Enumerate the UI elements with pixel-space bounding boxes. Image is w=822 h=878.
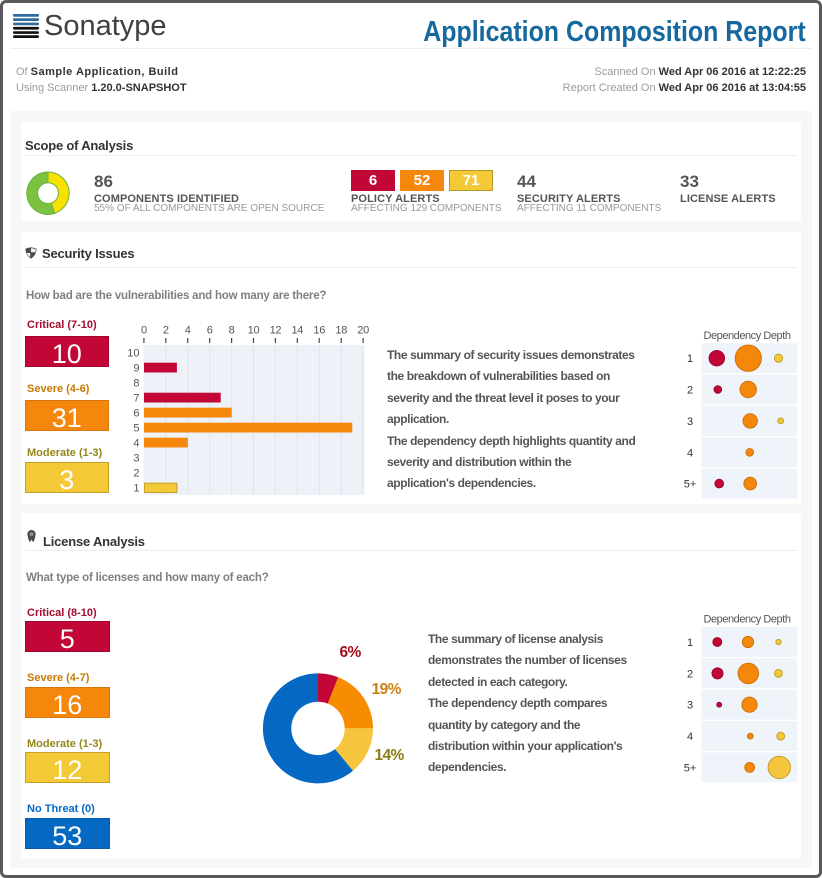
svg-text:4: 4 <box>185 325 191 337</box>
svg-text:18: 18 <box>335 325 347 337</box>
svg-text:10: 10 <box>127 347 139 359</box>
svg-text:12: 12 <box>270 325 282 337</box>
svg-text:2: 2 <box>687 668 693 680</box>
svg-text:4: 4 <box>687 447 693 459</box>
svg-text:16: 16 <box>313 325 325 337</box>
svg-text:2: 2 <box>163 325 169 337</box>
svg-text:3: 3 <box>687 700 693 712</box>
svg-text:9: 9 <box>133 362 139 374</box>
svg-text:14: 14 <box>291 325 303 337</box>
svg-text:0: 0 <box>141 325 147 337</box>
svg-text:3: 3 <box>133 452 139 464</box>
svg-text:1: 1 <box>133 482 139 494</box>
svg-text:4: 4 <box>133 437 139 449</box>
svg-text:5: 5 <box>133 422 139 434</box>
svg-text:1: 1 <box>687 353 693 365</box>
svg-text:2: 2 <box>687 385 693 397</box>
svg-text:10: 10 <box>248 325 260 337</box>
svg-text:8: 8 <box>133 377 139 389</box>
svg-text:5+: 5+ <box>684 762 697 774</box>
svg-text:Dependency Depth: Dependency Depth <box>704 330 791 342</box>
svg-text:20: 20 <box>357 325 369 337</box>
svg-text:Dependency Depth: Dependency Depth <box>704 613 791 625</box>
svg-text:6: 6 <box>133 407 139 419</box>
svg-text:1: 1 <box>687 637 693 649</box>
svg-text:8: 8 <box>229 325 235 337</box>
svg-text:2: 2 <box>133 467 139 479</box>
svg-text:5+: 5+ <box>684 479 697 491</box>
svg-text:6: 6 <box>207 325 213 337</box>
svg-text:3: 3 <box>687 416 693 428</box>
svg-text:7: 7 <box>133 392 139 404</box>
svg-text:4: 4 <box>687 731 693 743</box>
